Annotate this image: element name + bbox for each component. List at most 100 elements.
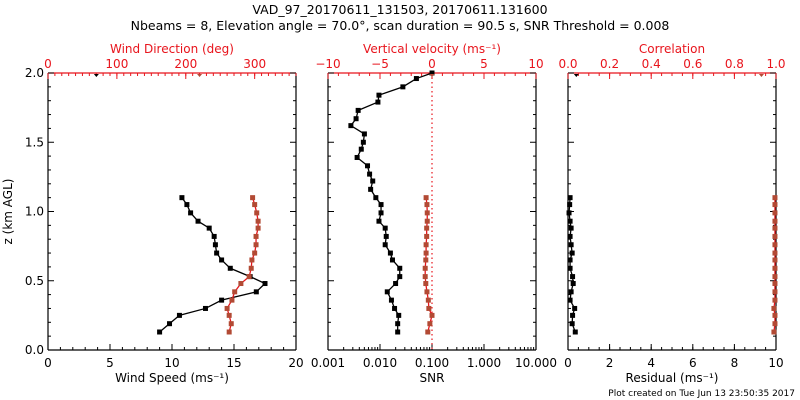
panel-1: 0.0 0.5 1.0 1.5 2.0 z (km AGL) 0 5 10 15 20 Wind Sp… (1, 42, 304, 385)
data-point (373, 195, 379, 201)
data-point (382, 242, 388, 248)
x-axis-label: SNR (420, 371, 445, 385)
data-point (397, 274, 403, 280)
data-point (353, 116, 359, 122)
data-point (383, 233, 389, 239)
top-tick-label: −10 (315, 57, 340, 71)
data-point (569, 321, 575, 327)
data-point (429, 312, 435, 318)
y-tick-label: 0.5 (25, 274, 44, 288)
data-point (772, 218, 778, 224)
top-tick-label: 1.0 (766, 57, 785, 71)
y-tick-label: 2.0 (25, 66, 44, 80)
data-point (206, 225, 212, 231)
data-point (772, 257, 778, 263)
y-tick-label: 1.5 (25, 135, 44, 149)
data-point (184, 202, 190, 208)
data-point (375, 99, 381, 105)
series-line-wind-direction (226, 197, 259, 333)
x-tick-label: 4 (647, 356, 655, 370)
data-point (771, 329, 777, 335)
series-line-residual (568, 197, 576, 333)
panel-2: 0.001 0.010 0.100 1.000 10.000 SNR −10 −5 0 5 10 Ve… (311, 42, 557, 385)
data-point (248, 265, 254, 271)
data-point (214, 250, 220, 256)
data-point (252, 202, 258, 208)
data-point (253, 289, 259, 295)
x-tick-label: 2 (606, 356, 614, 370)
x-tick-label: 6 (689, 356, 697, 370)
data-point (212, 242, 218, 248)
data-point (93, 74, 99, 77)
data-point (772, 312, 778, 318)
data-point (567, 297, 573, 303)
data-point (211, 233, 217, 239)
data-point (424, 233, 430, 239)
data-point (195, 218, 201, 224)
data-point (568, 289, 574, 295)
data-point (348, 123, 354, 129)
panel-3: 0 2 4 6 8 10 Residual (ms⁻¹) 0.0 0.2 0.4 0.6 0.8 1.0… (558, 42, 785, 385)
data-point (424, 289, 430, 295)
data-point (570, 312, 576, 318)
x-tick-label: 20 (288, 356, 303, 370)
data-point (424, 218, 430, 224)
data-point (427, 321, 433, 327)
top-tick-label: 5 (480, 57, 488, 71)
data-point (422, 274, 428, 280)
data-point (772, 210, 778, 216)
x-tick-label: 15 (226, 356, 241, 370)
data-point (232, 289, 238, 295)
data-point (367, 171, 373, 177)
data-point (395, 329, 401, 335)
data-point (355, 107, 361, 113)
data-point (423, 281, 429, 287)
data-point (370, 178, 376, 184)
data-point (378, 202, 384, 208)
top-tick-label: 0.2 (600, 57, 619, 71)
data-point (361, 131, 367, 137)
top-tick-label: 0 (44, 57, 52, 71)
data-point (772, 202, 778, 208)
data-point (771, 305, 777, 311)
data-point (254, 210, 260, 216)
data-point (772, 195, 778, 201)
data-point (253, 242, 259, 248)
top-axis-label: Correlation (639, 42, 705, 56)
data-point (387, 250, 393, 256)
x-tick-label: 1.000 (467, 356, 501, 370)
top-axis-label: Wind Direction (deg) (110, 42, 234, 56)
data-point (354, 154, 360, 160)
x-tick-label: 0.001 (311, 356, 345, 370)
data-point (772, 233, 778, 239)
data-point (568, 225, 574, 231)
y-tick-label: 0.0 (25, 343, 44, 357)
top-tick-label: −5 (371, 57, 389, 71)
data-point (250, 195, 256, 201)
top-tick-label: 0.6 (683, 57, 702, 71)
x-tick-label: 0.100 (415, 356, 449, 370)
data-point (255, 225, 261, 231)
x-tick-label: 10 (164, 356, 179, 370)
data-point (422, 265, 428, 271)
x-axis-label: Residual (ms⁻¹) (626, 371, 719, 385)
data-point (424, 225, 430, 231)
data-point (413, 76, 419, 82)
top-tick-label: 100 (105, 57, 128, 71)
data-point (424, 210, 430, 216)
data-point (424, 202, 430, 208)
title-line-1: VAD_97_20170611_131503, 20170611.131600 (252, 2, 547, 17)
data-point (228, 321, 234, 327)
data-point (423, 250, 429, 256)
top-axis-label: Vertical velocity (ms⁻¹) (363, 42, 501, 56)
data-point (423, 195, 429, 201)
data-point (567, 233, 573, 239)
data-point (429, 70, 435, 76)
data-point (397, 265, 403, 271)
data-point (226, 329, 232, 335)
series-line-wind-speed (159, 197, 267, 333)
data-point (568, 242, 574, 248)
data-point (772, 274, 778, 280)
data-point (389, 257, 395, 263)
